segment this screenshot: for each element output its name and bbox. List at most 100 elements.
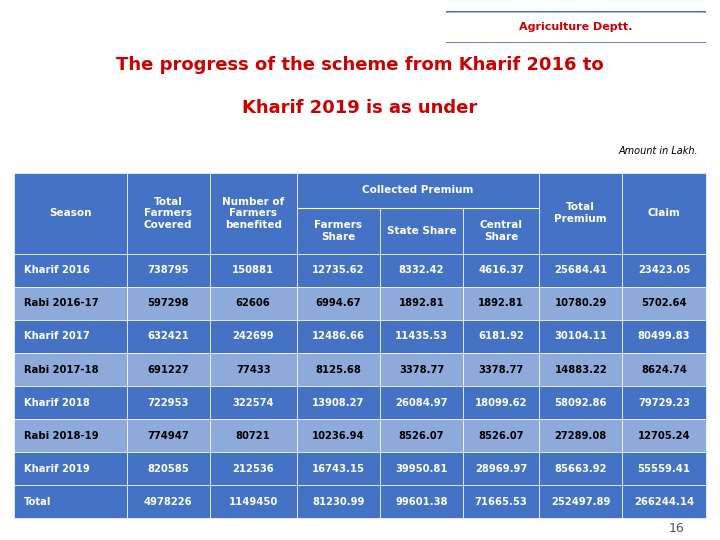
Bar [297, 173, 539, 208]
Bar [539, 320, 622, 353]
Bar [127, 485, 210, 518]
Bar [622, 419, 706, 452]
Bar [539, 452, 622, 485]
Text: 12705.24: 12705.24 [638, 431, 690, 441]
Bar [14, 452, 127, 485]
Bar [210, 419, 297, 452]
FancyBboxPatch shape [438, 11, 714, 43]
Text: 632421: 632421 [148, 332, 189, 341]
Text: 16743.15: 16743.15 [312, 464, 365, 474]
Bar [127, 386, 210, 419]
Bar [622, 320, 706, 353]
Text: Rabi 2017-18: Rabi 2017-18 [24, 364, 99, 375]
Bar [380, 386, 463, 419]
Bar [463, 254, 539, 287]
Bar [380, 208, 463, 254]
Bar [463, 353, 539, 386]
Text: 99601.38: 99601.38 [395, 497, 448, 507]
Bar [127, 254, 210, 287]
Bar [539, 287, 622, 320]
Text: 212536: 212536 [233, 464, 274, 474]
Bar [14, 254, 127, 287]
Text: 150881: 150881 [232, 265, 274, 275]
Text: 77433: 77433 [236, 364, 271, 375]
Text: 8526.07: 8526.07 [478, 431, 524, 441]
Bar [127, 419, 210, 452]
Text: 16: 16 [668, 522, 684, 535]
Text: 28969.97: 28969.97 [475, 464, 527, 474]
Text: 1892.81: 1892.81 [478, 299, 524, 308]
Text: 55559.41: 55559.41 [637, 464, 690, 474]
Text: Collected Premium: Collected Premium [362, 185, 474, 195]
Text: 1892.81: 1892.81 [399, 299, 444, 308]
Bar [210, 287, 297, 320]
Text: 5702.64: 5702.64 [642, 299, 687, 308]
Bar [127, 320, 210, 353]
Bar [127, 452, 210, 485]
Bar [297, 353, 380, 386]
Bar [463, 485, 539, 518]
Text: 25684.41: 25684.41 [554, 265, 607, 275]
Bar [297, 208, 380, 254]
Text: 691227: 691227 [148, 364, 189, 375]
Text: 3378.77: 3378.77 [479, 364, 523, 375]
Bar [622, 173, 706, 254]
Bar [622, 452, 706, 485]
Text: Kharif 2019: Kharif 2019 [24, 464, 89, 474]
Text: 722953: 722953 [148, 397, 189, 408]
Text: 10236.94: 10236.94 [312, 431, 364, 441]
Bar [297, 386, 380, 419]
Text: 6181.92: 6181.92 [478, 332, 524, 341]
Text: 23423.05: 23423.05 [638, 265, 690, 275]
Text: State Share: State Share [387, 226, 456, 236]
Bar [622, 353, 706, 386]
Text: 79729.23: 79729.23 [638, 397, 690, 408]
Text: 8624.74: 8624.74 [641, 364, 687, 375]
Bar [463, 287, 539, 320]
Bar [210, 254, 297, 287]
Text: Claim: Claim [647, 208, 680, 218]
Text: 3378.77: 3378.77 [399, 364, 444, 375]
Bar [380, 419, 463, 452]
Text: 30104.11: 30104.11 [554, 332, 607, 341]
Bar [380, 353, 463, 386]
Text: Total
Premium: Total Premium [554, 202, 607, 224]
Text: 12735.62: 12735.62 [312, 265, 364, 275]
Text: 13908.27: 13908.27 [312, 397, 364, 408]
Bar [539, 173, 622, 254]
Bar [539, 353, 622, 386]
Bar [14, 320, 127, 353]
Text: 8526.07: 8526.07 [399, 431, 444, 441]
Bar [380, 287, 463, 320]
Text: 8332.42: 8332.42 [399, 265, 444, 275]
Bar [14, 386, 127, 419]
Text: The progress of the scheme from Kharif 2016 to: The progress of the scheme from Kharif 2… [116, 56, 604, 74]
Text: 738795: 738795 [148, 265, 189, 275]
Text: Central
Share: Central Share [480, 220, 523, 242]
Bar [380, 452, 463, 485]
Bar [380, 485, 463, 518]
Text: 85663.92: 85663.92 [554, 464, 607, 474]
Text: 266244.14: 266244.14 [634, 497, 694, 507]
Bar [622, 254, 706, 287]
Bar [297, 287, 380, 320]
Text: 774947: 774947 [148, 431, 189, 441]
Text: 597298: 597298 [148, 299, 189, 308]
Bar [539, 419, 622, 452]
Bar [127, 287, 210, 320]
Text: Rabi 2016-17: Rabi 2016-17 [24, 299, 99, 308]
Bar [463, 320, 539, 353]
Bar [210, 173, 297, 254]
Bar [463, 208, 539, 254]
Bar [210, 386, 297, 419]
Bar [622, 287, 706, 320]
Bar [210, 353, 297, 386]
Text: Kharif 2017: Kharif 2017 [24, 332, 89, 341]
Text: 11435.53: 11435.53 [395, 332, 448, 341]
Bar [622, 485, 706, 518]
Bar [463, 386, 539, 419]
Bar [297, 419, 380, 452]
Text: Total
Farmers
Covered: Total Farmers Covered [144, 197, 192, 230]
Text: 18099.62: 18099.62 [475, 397, 527, 408]
Text: 58092.86: 58092.86 [554, 397, 607, 408]
